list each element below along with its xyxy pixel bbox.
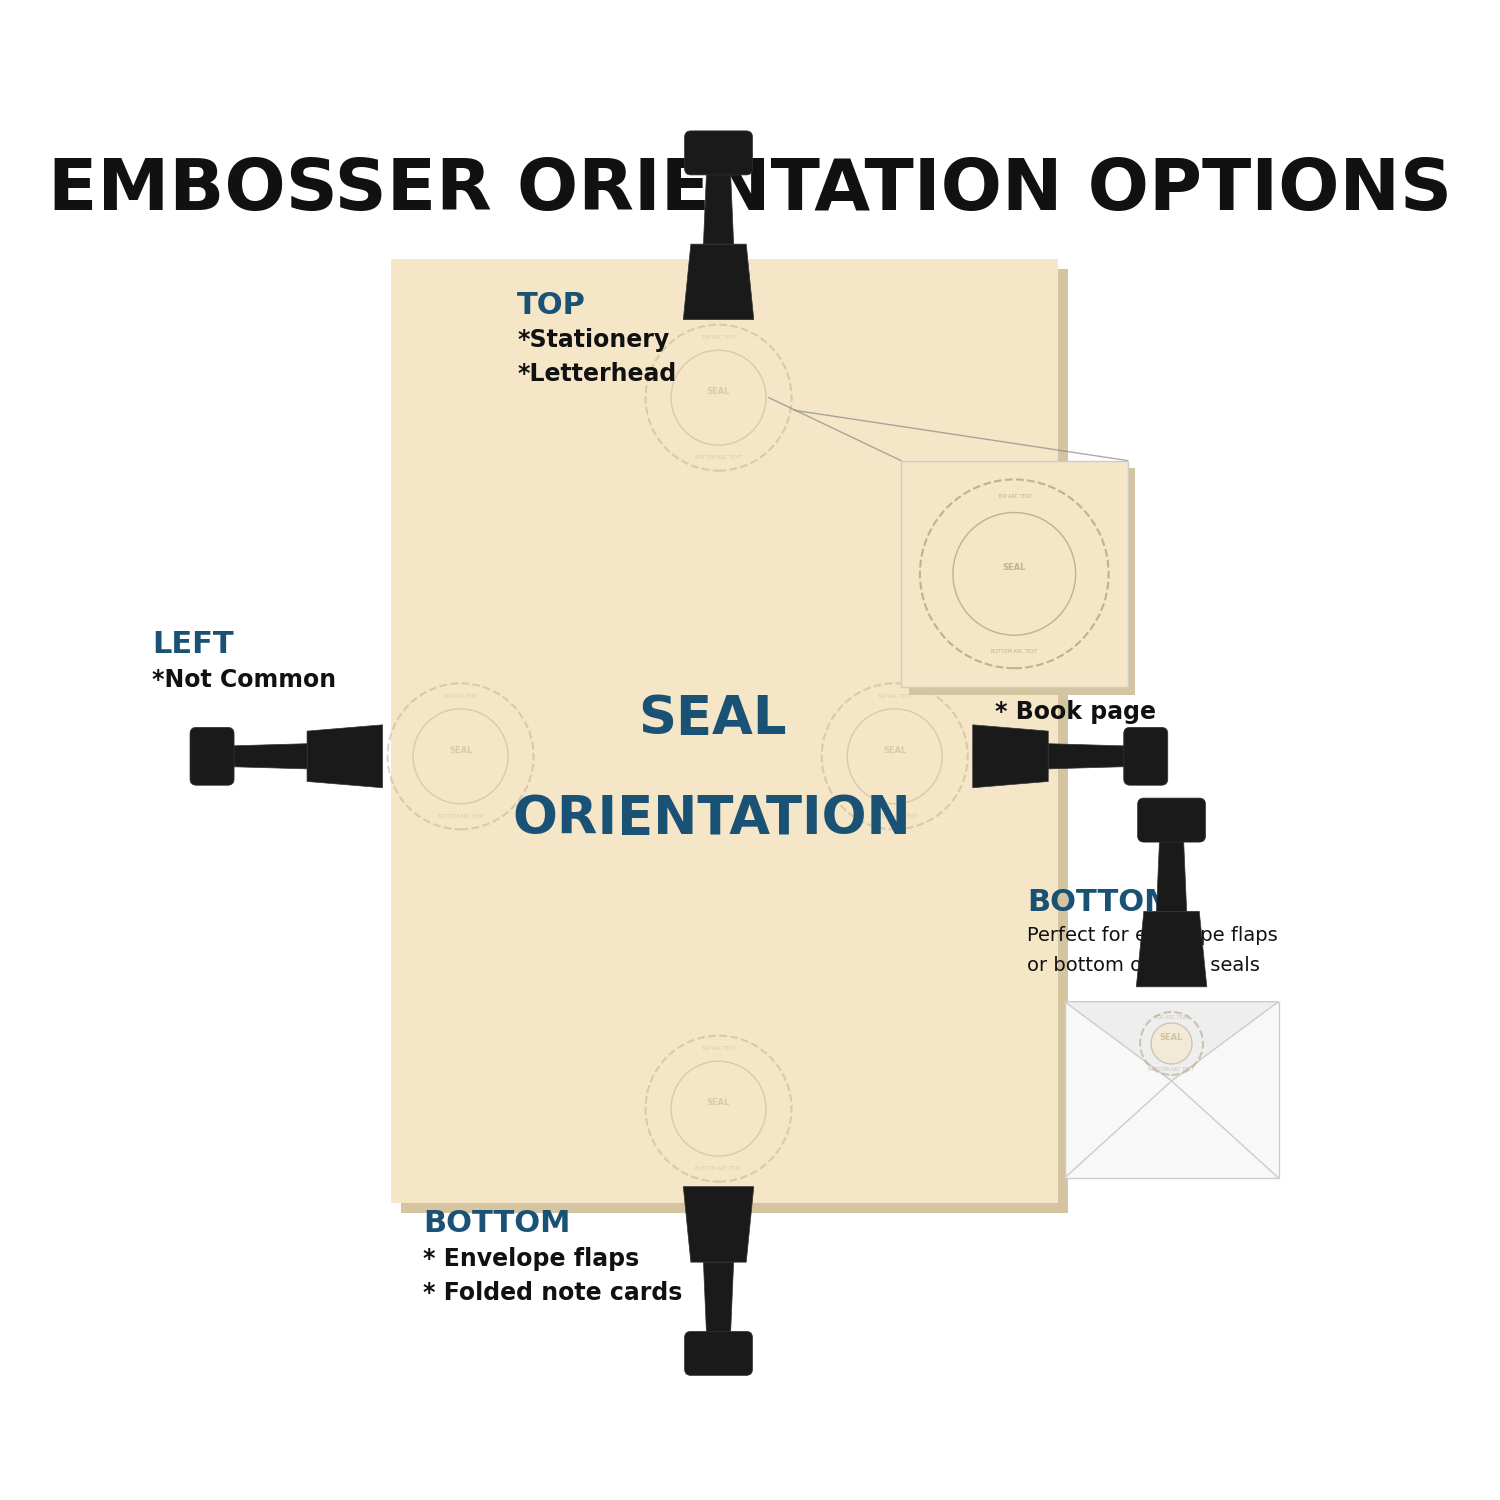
FancyBboxPatch shape: [1137, 798, 1206, 842]
Text: TOP ARC TEXT: TOP ARC TEXT: [1154, 1016, 1190, 1020]
Text: SEAL: SEAL: [706, 1098, 730, 1107]
Circle shape: [1152, 1024, 1191, 1063]
Text: * Envelope flaps: * Envelope flaps: [423, 1246, 639, 1270]
Circle shape: [674, 352, 764, 442]
Text: *Letterhead: *Letterhead: [518, 363, 676, 387]
Circle shape: [956, 516, 1072, 633]
Text: BOTTOM ARC TEXT: BOTTOM ARC TEXT: [1149, 1066, 1194, 1071]
Text: SEAL: SEAL: [448, 746, 472, 754]
Text: TOP ARC TEXT: TOP ARC TEXT: [878, 694, 912, 699]
Text: BOTTOM ARC TEXT: BOTTOM ARC TEXT: [696, 454, 741, 460]
FancyBboxPatch shape: [392, 260, 1059, 1203]
Text: BOTTOM: BOTTOM: [1028, 888, 1174, 918]
FancyBboxPatch shape: [1065, 1002, 1278, 1178]
Polygon shape: [219, 744, 308, 770]
Polygon shape: [1048, 744, 1137, 770]
Text: RIGHT: RIGHT: [996, 662, 1101, 692]
FancyBboxPatch shape: [1124, 728, 1168, 784]
FancyBboxPatch shape: [684, 1332, 753, 1376]
Text: TOP: TOP: [518, 291, 586, 320]
Text: SEAL: SEAL: [638, 693, 786, 744]
Text: BOTTOM ARC TEXT: BOTTOM ARC TEXT: [438, 813, 483, 819]
Text: SEAL: SEAL: [884, 746, 906, 754]
Text: *Stationery: *Stationery: [518, 328, 669, 352]
FancyBboxPatch shape: [909, 468, 1136, 694]
Polygon shape: [684, 244, 754, 320]
Text: Perfect for envelope flaps: Perfect for envelope flaps: [1028, 926, 1278, 945]
FancyBboxPatch shape: [402, 270, 1068, 1214]
Polygon shape: [1065, 1002, 1278, 1082]
Text: BOTTOM ARC TEXT: BOTTOM ARC TEXT: [871, 813, 918, 819]
Text: ORIENTATION: ORIENTATION: [513, 794, 912, 844]
Text: LEFT: LEFT: [153, 630, 234, 660]
Text: BOTTOM ARC TEXT: BOTTOM ARC TEXT: [696, 1166, 741, 1172]
Text: or bottom of page seals: or bottom of page seals: [1028, 957, 1260, 975]
Text: SEAL: SEAL: [1002, 562, 1026, 572]
Text: TOP ARC TEXT: TOP ARC TEXT: [700, 336, 736, 340]
Text: SEAL: SEAL: [706, 387, 730, 396]
Text: TOP ARC TEXT: TOP ARC TEXT: [998, 494, 1032, 500]
Circle shape: [674, 1064, 764, 1154]
Text: TOP ARC TEXT: TOP ARC TEXT: [442, 694, 478, 699]
Polygon shape: [308, 724, 382, 788]
Circle shape: [849, 711, 940, 801]
Polygon shape: [704, 156, 734, 244]
Text: * Book page: * Book page: [996, 699, 1156, 723]
FancyBboxPatch shape: [190, 728, 234, 784]
Text: TOP ARC TEXT: TOP ARC TEXT: [700, 1047, 736, 1052]
Text: * Folded note cards: * Folded note cards: [423, 1281, 682, 1305]
Polygon shape: [1156, 824, 1186, 912]
Polygon shape: [972, 724, 1048, 788]
Text: BOTTOM ARC TEXT: BOTTOM ARC TEXT: [992, 648, 1038, 654]
Polygon shape: [704, 1262, 734, 1350]
FancyBboxPatch shape: [902, 460, 1128, 687]
Text: EMBOSSER ORIENTATION OPTIONS: EMBOSSER ORIENTATION OPTIONS: [48, 156, 1452, 225]
Text: BOTTOM: BOTTOM: [423, 1209, 570, 1239]
Text: SEAL: SEAL: [1160, 1032, 1184, 1041]
Polygon shape: [684, 1186, 754, 1262]
Polygon shape: [1137, 912, 1208, 987]
FancyBboxPatch shape: [684, 130, 753, 176]
Circle shape: [416, 711, 506, 801]
Text: *Not Common: *Not Common: [153, 668, 336, 692]
